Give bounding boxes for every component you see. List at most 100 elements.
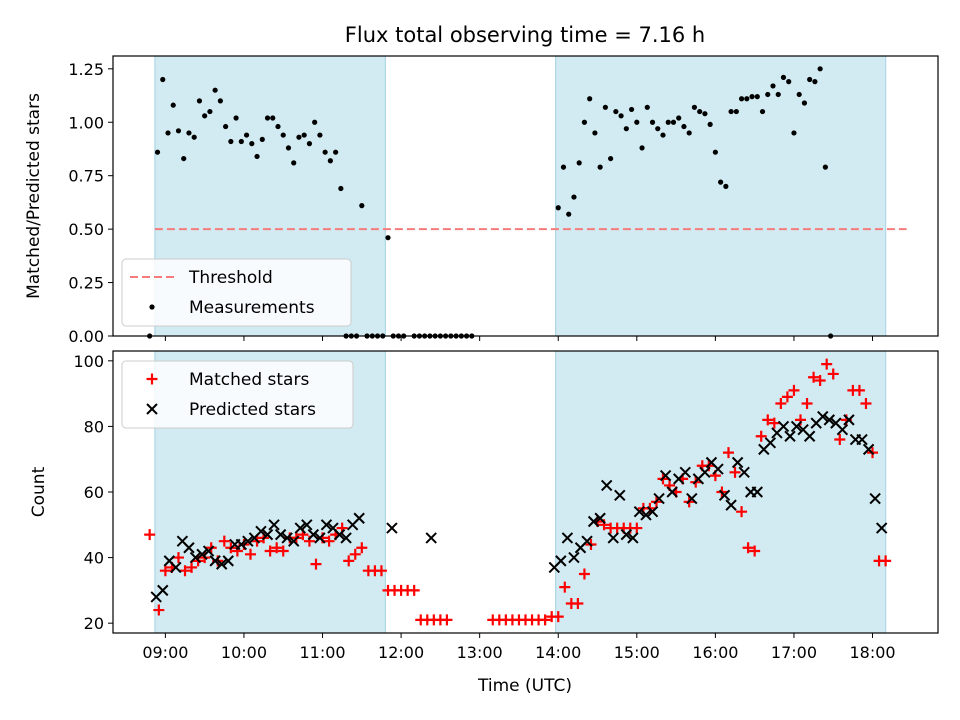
matched-star-marker	[631, 522, 643, 534]
measurement-point	[686, 130, 692, 136]
y-tick-label: 1.00	[68, 113, 104, 132]
matched-star-marker	[408, 584, 420, 596]
predicted-star-marker	[307, 528, 320, 541]
measurement-point	[628, 106, 635, 113]
matched-star-marker	[742, 542, 754, 554]
predicted-star-marker	[666, 486, 678, 498]
matched-star-marker	[349, 548, 361, 560]
matched-star-marker	[755, 430, 767, 442]
measurement-point	[191, 134, 197, 140]
predicted-star-marker	[843, 414, 855, 426]
measurement-point	[264, 115, 271, 121]
measurement-point	[759, 108, 766, 115]
measurement-point	[312, 119, 318, 125]
matched-star-marker	[788, 384, 800, 396]
matched-star-marker	[245, 548, 256, 560]
predicted-star-marker	[614, 489, 626, 501]
y-tick-label: 100	[73, 352, 104, 371]
measurement-point	[160, 76, 166, 83]
measurement-point	[338, 185, 344, 192]
predicted-star-marker	[836, 423, 849, 436]
predicted-star-marker	[627, 532, 639, 544]
predicted-star-marker	[875, 522, 888, 534]
predicted-star-marker	[790, 420, 803, 433]
matched-star-marker	[356, 542, 368, 554]
predicted-star-marker	[333, 528, 346, 541]
x-tick-label: 18:00	[849, 643, 895, 662]
x-axis-label: Time (UTC)	[477, 676, 572, 696]
y-tick-label: 1.25	[68, 60, 104, 79]
measurement-point	[333, 149, 339, 155]
x-tick-label: 09:00	[142, 643, 188, 662]
top-legend: Threshold Measurements	[121, 258, 352, 327]
predicted-star-marker	[751, 486, 763, 498]
measurement-point	[660, 132, 666, 138]
predicted-star-marker	[301, 519, 313, 531]
measurement-point	[702, 111, 708, 117]
matched-star-marker	[218, 535, 230, 547]
measurement-point	[170, 102, 176, 108]
matched-star-marker	[559, 581, 571, 593]
predicted-star-marker	[718, 489, 731, 501]
predicted-star-marker	[653, 492, 665, 505]
matched-star-marker	[853, 384, 865, 396]
legend-label: Predicted stars	[189, 400, 316, 420]
predicted-star-marker	[189, 551, 202, 564]
measurement-point	[812, 79, 818, 85]
predicted-star-marker	[294, 522, 306, 534]
predicted-star-marker	[764, 437, 777, 449]
measurement-point	[592, 130, 598, 136]
measurement-point	[749, 94, 755, 100]
matched-star-marker	[860, 397, 872, 409]
predicted-star-marker	[659, 469, 672, 482]
y-tick-label: 0.25	[68, 274, 104, 293]
measurement-point	[602, 104, 608, 110]
measurement-point	[306, 141, 313, 147]
count-panel: 20 40 60 80 100 09:00 10:00 11:00 12:00 13:00 14:…	[29, 350, 939, 696]
measurement-point	[644, 104, 650, 110]
predicted-star-marker	[777, 420, 790, 433]
predicted-star-marker	[738, 466, 750, 479]
measurement-point	[385, 235, 391, 241]
legend-box	[121, 360, 354, 429]
y-tick-label: 20	[84, 614, 104, 633]
measurement-point	[243, 132, 250, 138]
measurement-point	[560, 164, 567, 170]
y-tick-label: 40	[84, 549, 104, 568]
measurement-point	[676, 115, 682, 121]
matched-star-marker	[775, 397, 787, 409]
predicted-star-marker	[353, 512, 365, 524]
predicted-star-marker	[712, 463, 724, 475]
x-tick-label: 17:00	[771, 643, 817, 662]
measurement-point	[817, 66, 823, 72]
predicted-star-marker	[594, 512, 606, 524]
measurement-point	[254, 153, 260, 160]
matched-star-marker	[827, 368, 839, 380]
observing-window-band	[555, 56, 886, 336]
predicted-star-marker	[242, 535, 254, 547]
measurement-point	[707, 121, 713, 127]
measurement-point	[196, 98, 203, 104]
measurement-point	[249, 141, 255, 147]
matched-star-marker	[801, 397, 813, 409]
predicted-star-marker	[386, 522, 398, 534]
predicted-star-marker	[561, 532, 574, 544]
matched-star-marker	[749, 545, 761, 557]
matched-star-marker	[539, 614, 551, 626]
measurement-point	[775, 91, 781, 98]
measurement-point	[285, 145, 292, 151]
measurement-point	[597, 164, 603, 170]
matched-star-marker	[375, 565, 387, 577]
y-tick-label: 80	[84, 417, 104, 436]
measurement-point	[581, 119, 588, 125]
measurement-point	[786, 79, 792, 85]
matched-star-marker	[729, 466, 741, 478]
matched-star-marker	[323, 535, 335, 547]
measurement-point	[765, 91, 771, 98]
legend-matched-swatch	[146, 373, 158, 385]
x-tick-label: 10:00	[221, 643, 267, 662]
ratio-panel: 0.00 0.25 0.50 0.75 1.00 1.25 Matched/Predict…	[24, 55, 939, 346]
x-tick-label: 12:00	[378, 643, 424, 662]
matched-star-marker	[736, 506, 748, 518]
